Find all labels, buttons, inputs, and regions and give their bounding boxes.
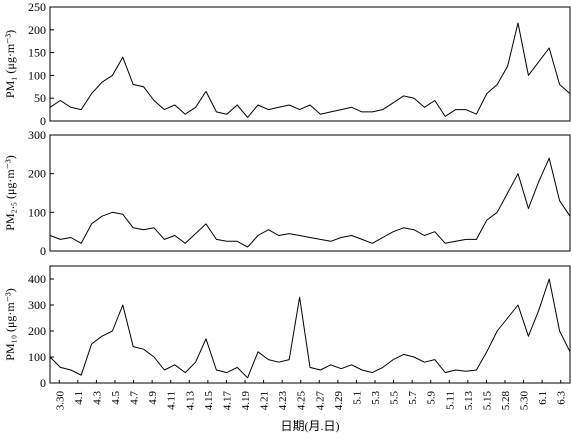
x-axis: 3.30 4.1 4.3 4.5 4.7 4.9 4.11 4.13 4.15 4.17 4.19 4… — [54, 380, 568, 411]
y-axis-label: PM₁₀ (μg·m⁻³) — [3, 288, 17, 360]
y-axis-label: PM₂.₅ (μg·m⁻³) — [3, 155, 17, 230]
x-tick-label: 4.21 — [259, 391, 271, 410]
x-tick-label: 4.29 — [333, 391, 345, 411]
x-tick-label: 4.27 — [314, 391, 326, 411]
panel-frame — [49, 265, 571, 384]
x-tick-label: 6.1 — [537, 391, 549, 405]
y-tick-label: 300 — [28, 128, 46, 142]
series-line-1 — [49, 22, 571, 118]
y-tick-label: 200 — [28, 324, 46, 338]
panel-1: 0 50 100 150 200 250 PM₁ (μg·m⁻³) — [3, 0, 571, 128]
y-tick-label: 0 — [40, 114, 46, 128]
x-tick-label: 5.30 — [519, 391, 531, 411]
x-tick-label: 4.15 — [203, 391, 215, 411]
y-tick-label: 400 — [28, 272, 46, 286]
y-axis-label: PM₁ (μg·m⁻³) — [3, 30, 17, 98]
series-line-1 — [49, 278, 571, 379]
y-tick-label: 150 — [28, 46, 46, 60]
x-tick-label: 5.3 — [370, 391, 382, 405]
panel-frame — [49, 6, 571, 122]
x-tick-label: 4.17 — [221, 391, 233, 411]
x-tick-label: 4.13 — [184, 391, 196, 411]
x-tick-label: 5.13 — [463, 391, 475, 411]
panel-frame — [49, 134, 571, 252]
y-tick-label: 0 — [40, 376, 46, 390]
x-tick-label: 3.30 — [54, 391, 66, 411]
x-tick-label: 4.9 — [147, 391, 159, 405]
x-tick-label: 4.7 — [129, 391, 141, 405]
x-tick-label: 4.19 — [240, 391, 252, 411]
x-tick-label: 5.7 — [407, 391, 419, 405]
y-tick-label: 50 — [34, 91, 46, 105]
x-axis-label: 日期(月.日) — [281, 419, 340, 433]
y-tick-label: 0 — [40, 244, 46, 258]
x-tick-label: 4.1 — [73, 391, 85, 405]
x-tick-label: 4.11 — [166, 391, 178, 410]
x-tick-label: 5.9 — [426, 391, 438, 405]
series-line-1 — [49, 157, 571, 248]
x-tick-label: 6.3 — [556, 391, 568, 405]
panel-2: 0 100 200 300 PM₂.₅ (μg·m⁻³) — [3, 128, 571, 258]
y-tick-label: 250 — [28, 0, 46, 14]
x-tick-label: 4.25 — [296, 391, 308, 411]
x-tick-label: 4.23 — [277, 391, 289, 411]
y-tick-label: 100 — [28, 205, 46, 219]
x-tick-label: 4.5 — [110, 391, 122, 405]
y-tick-label: 200 — [28, 167, 46, 181]
y-tick-label: 300 — [28, 298, 46, 312]
x-tick-label: 5.5 — [389, 391, 401, 405]
y-tick-label: 200 — [28, 23, 46, 37]
x-tick-label: 5.1 — [351, 391, 363, 405]
y-tick-label: 100 — [28, 350, 46, 364]
x-tick-label: 4.3 — [91, 391, 103, 405]
x-tick-label: 5.11 — [444, 391, 456, 410]
y-tick-label: 100 — [28, 68, 46, 82]
x-tick-label: 5.15 — [481, 391, 493, 411]
panel-3: 0 100 200 300 400 PM₁₀ (μg·m⁻³) — [3, 265, 571, 390]
x-tick-label: 5.28 — [500, 391, 512, 411]
